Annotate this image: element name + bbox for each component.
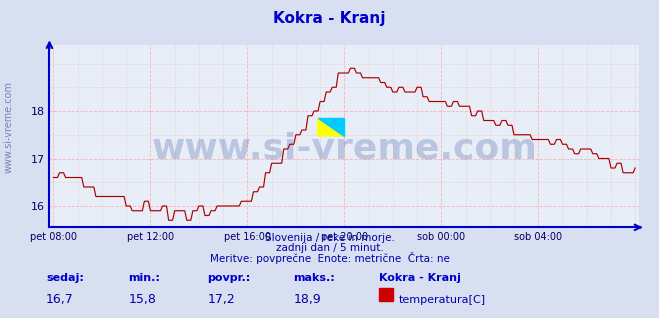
Text: Slovenija / reke in morje.: Slovenija / reke in morje. [264, 233, 395, 243]
Text: www.si-vreme.com: www.si-vreme.com [152, 132, 537, 166]
Text: Kokra - Kranj: Kokra - Kranj [273, 11, 386, 26]
Text: www.si-vreme.com: www.si-vreme.com [3, 81, 14, 173]
Text: sedaj:: sedaj: [46, 273, 84, 283]
Text: 16,7: 16,7 [46, 293, 74, 306]
Text: maks.:: maks.: [293, 273, 335, 283]
Text: povpr.:: povpr.: [208, 273, 251, 283]
Text: zadnji dan / 5 minut.: zadnji dan / 5 minut. [275, 243, 384, 252]
Text: Meritve: povprečne  Enote: metrične  Črta: ne: Meritve: povprečne Enote: metrične Črta:… [210, 252, 449, 265]
Text: 18,9: 18,9 [293, 293, 321, 306]
Polygon shape [318, 118, 345, 136]
Text: Kokra - Kranj: Kokra - Kranj [379, 273, 461, 283]
Text: min.:: min.: [129, 273, 160, 283]
Text: temperatura[C]: temperatura[C] [399, 295, 486, 305]
Text: 17,2: 17,2 [208, 293, 235, 306]
Polygon shape [318, 118, 345, 136]
Text: 15,8: 15,8 [129, 293, 156, 306]
